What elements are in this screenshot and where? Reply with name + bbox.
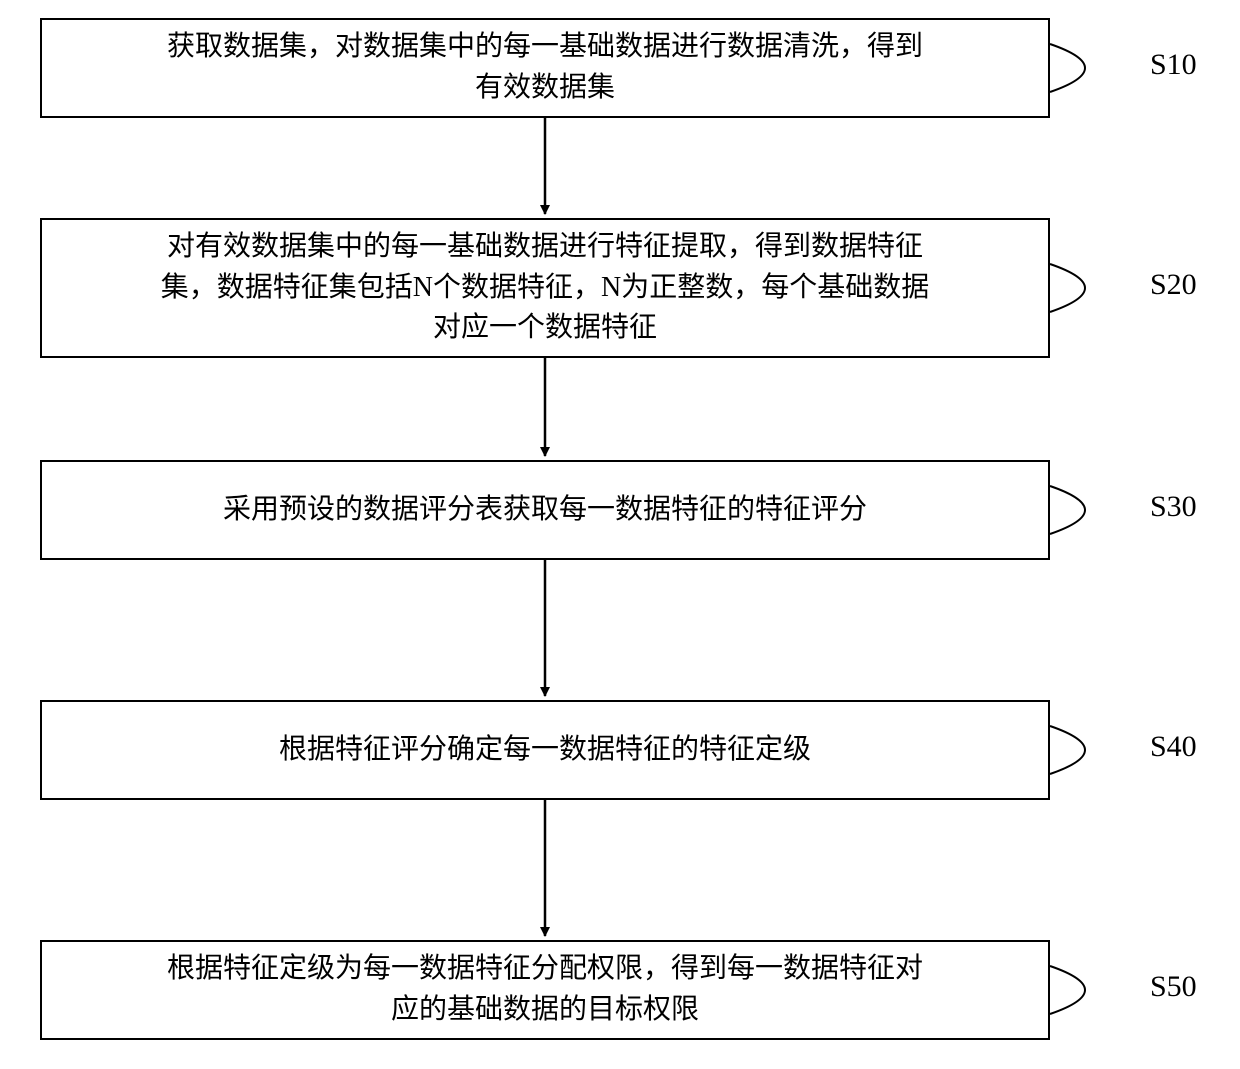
bracket-group — [1050, 44, 1085, 1014]
connectors-svg — [0, 0, 1240, 1069]
flowchart-canvas: 获取数据集，对数据集中的每一基础数据进行数据清洗，得到 有效数据集 对有效数据集… — [0, 0, 1240, 1069]
